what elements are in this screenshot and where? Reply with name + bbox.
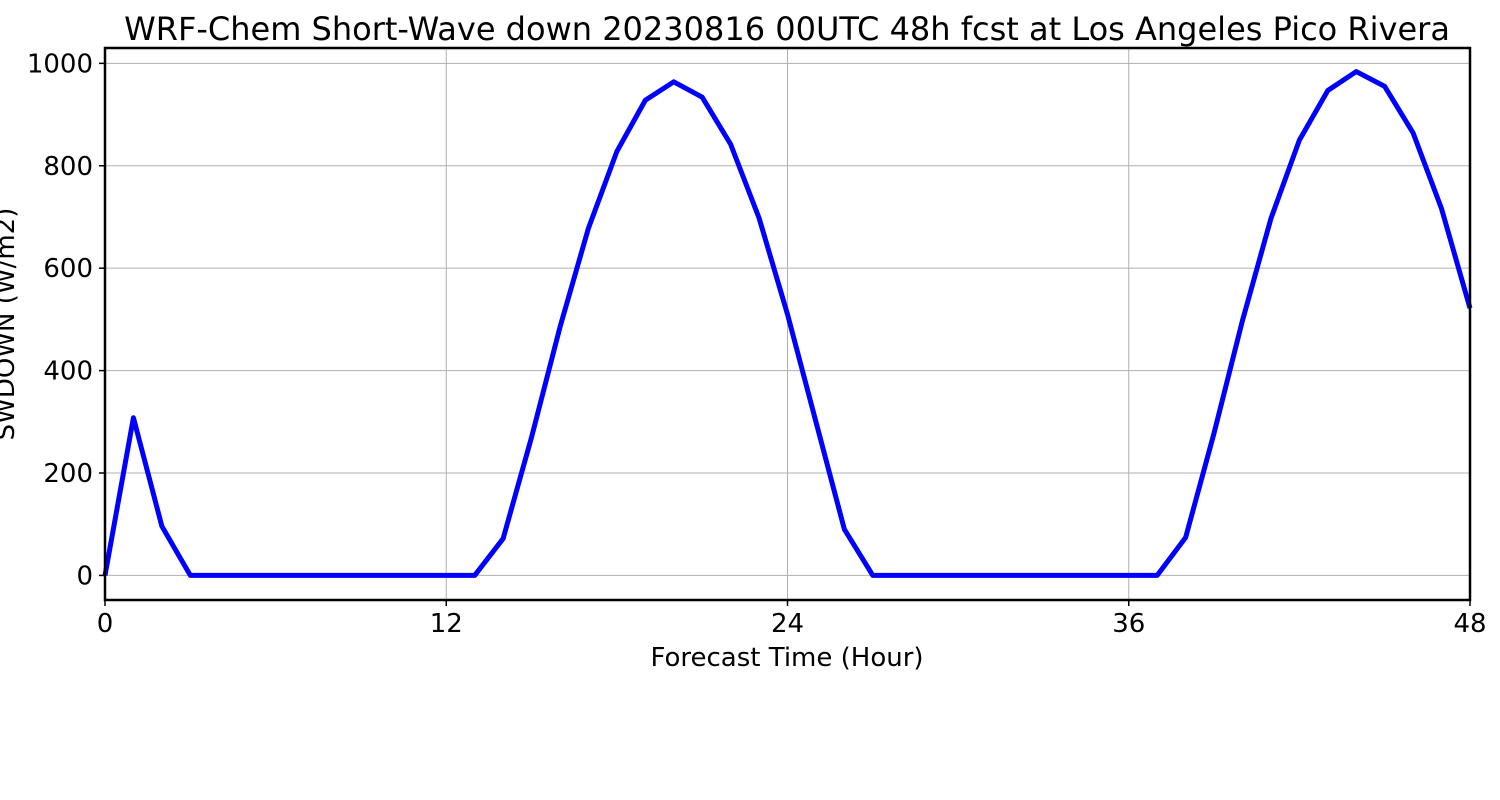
x-axis-label: Forecast Time (Hour) [650,643,923,673]
series-line-swdown [102,69,1473,578]
plot-frame [103,46,1472,602]
x-tick-label: 36 [1112,609,1145,639]
y-tick-label: 400 [43,357,93,387]
y-tick-label: 600 [43,254,93,284]
ticks: 0 12 24 36 48 0 200 400 600 800 1000 [27,49,1487,639]
x-tick-label: 48 [1453,609,1486,639]
chart-title: WRF-Chem Short-Wave down 20230816 00UTC … [124,10,1450,48]
y-tick-label: 200 [43,459,93,489]
y-tick-label: 1000 [27,49,93,79]
x-tick-label: 12 [430,609,463,639]
y-tick-label: 0 [76,561,93,591]
x-tick-label: 0 [97,609,114,639]
y-axis-label: SWDOWN (W/m2) [0,208,21,441]
x-tick-label: 24 [771,609,804,639]
y-tick-label: 800 [43,152,93,182]
series-group [102,69,1473,578]
